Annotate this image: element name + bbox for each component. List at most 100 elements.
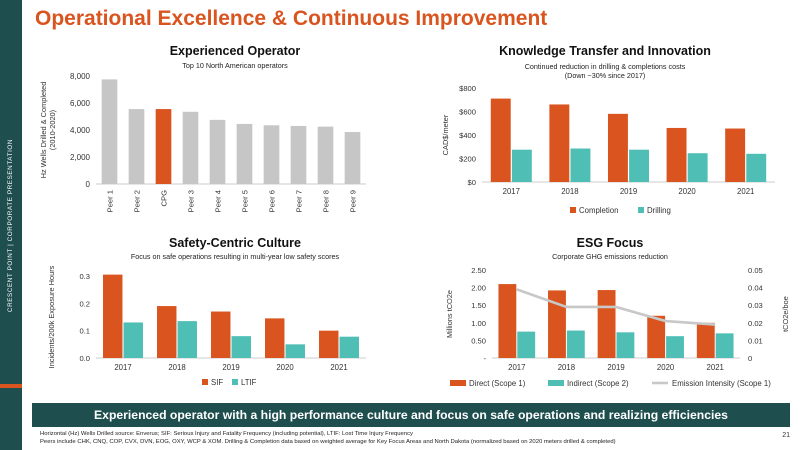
- bar-sif-2019: [211, 311, 231, 358]
- y-axis-label: Millions tCO2e: [445, 290, 454, 338]
- x-tick-label-2020: 2020: [657, 363, 675, 372]
- x-tick-label-peer-5: Peer 5: [241, 190, 250, 212]
- operator-panel-subtitle: Top 10 North American operators: [182, 61, 288, 70]
- bar-peer-6: [263, 125, 280, 184]
- y-tick-label: 2.00: [471, 284, 486, 293]
- bar-sif-2017: [103, 274, 123, 358]
- safety-panel-title: Safety-Centric Culture: [169, 236, 301, 250]
- y-tick-label: -: [483, 354, 486, 363]
- y-tick-label: 0.0: [79, 354, 90, 363]
- x-tick-label-2019: 2019: [607, 363, 624, 372]
- bar-direct-scope-1-2021: [696, 322, 715, 358]
- legend-swatch-direct-scope-1: [450, 380, 466, 386]
- legend-swatch-drilling: [638, 207, 644, 213]
- bar-drilling-2021: [746, 153, 767, 182]
- y-right-tick-label: 0: [748, 354, 752, 363]
- bar-ltif-2021: [339, 336, 359, 358]
- bar-peer-4: [209, 119, 226, 184]
- sidebar: CRESCENT POINT | CORPORATE PRESENTATION: [0, 0, 22, 450]
- bar-sif-2018: [157, 306, 177, 358]
- legend-label-ltif: LTIF: [241, 378, 257, 387]
- x-tick-label-2018: 2018: [168, 363, 185, 372]
- x-tick-label-peer-1: Peer 1: [106, 190, 115, 212]
- footnotes: Horizontal (Hz) Wells Drilled source: En…: [40, 430, 780, 446]
- bar-peer-3: [182, 111, 199, 184]
- bar-cpg: [155, 109, 172, 184]
- x-tick-label-peer-4: Peer 4: [214, 190, 223, 212]
- x-tick-label-peer-3: Peer 3: [187, 190, 196, 212]
- y-tick-label: 0.50: [471, 336, 486, 345]
- legend-label-sif: SIF: [211, 378, 223, 387]
- y-tick-label: $0: [468, 178, 476, 187]
- x-tick-label-2019: 2019: [222, 363, 239, 372]
- y-right-tick-label: 0.02: [748, 319, 763, 328]
- y-tick-label: 2,000: [70, 153, 91, 162]
- y-tick-label: $800: [459, 84, 476, 93]
- y-tick-label: 1.00: [471, 319, 486, 328]
- x-tick-label-2018: 2018: [558, 363, 575, 372]
- legend-swatch-ltif: [232, 379, 238, 385]
- y-right-axis-label: tCO2e/boe: [781, 296, 790, 332]
- knowledge-subtitle-line1: Continued reduction in drilling & comple…: [524, 62, 686, 71]
- esg-panel-title: ESG Focus: [576, 236, 644, 250]
- y-tick-label: 0.2: [79, 299, 90, 308]
- y-tick-label: 0.1: [79, 327, 90, 336]
- x-tick-label-2019: 2019: [620, 187, 637, 196]
- bar-completion-2020: [666, 127, 687, 182]
- operator-bar-chart: 0 2,000 4,000 6,000 8,000 Hz Wells Drilled & …: [39, 72, 366, 212]
- x-tick-label-2021: 2021: [737, 187, 754, 196]
- legend-label-drilling: Drilling: [647, 206, 671, 215]
- y-tick-label: $400: [459, 131, 476, 140]
- y-right-tick-label: 0.05: [748, 266, 763, 275]
- bar-peer-5: [236, 123, 253, 184]
- legend-label-completion: Completion: [579, 206, 618, 215]
- page-number: 21: [782, 432, 790, 439]
- bar-completion-2021: [725, 128, 746, 182]
- sidebar-accent-bar: [0, 384, 22, 388]
- y-tick-label: 4,000: [70, 126, 91, 135]
- x-tick-label-2021: 2021: [707, 363, 724, 372]
- bar-peer-2: [128, 109, 145, 184]
- legend-label-indirect-scope-2: Indirect (Scope 2): [567, 379, 629, 388]
- x-tick-label-2021: 2021: [330, 363, 347, 372]
- bar-drilling-2017: [511, 149, 532, 182]
- knowledge-subtitle-line2: (Down ~30% since 2017): [564, 71, 646, 80]
- operator-panel-title: Experienced Operator: [169, 44, 301, 58]
- legend-swatch-completion: [570, 207, 576, 213]
- y-tick-label: 1.50: [471, 301, 486, 310]
- y-tick-label: $200: [459, 155, 476, 164]
- bar-ltif-2020: [285, 344, 305, 358]
- knowledge-bar-chart: $0 $200 $400 $600 $800 CAD$/meter 2017 2018 2019…: [441, 84, 775, 215]
- y-tick-label: 6,000: [70, 99, 91, 108]
- x-tick-label-2017: 2017: [503, 187, 520, 196]
- bar-peer-8: [317, 126, 334, 184]
- y-right-tick-label: 0.01: [748, 336, 763, 345]
- x-tick-label-2018: 2018: [561, 187, 578, 196]
- bar-indirect-scope-2-2017: [517, 331, 536, 358]
- y-tick-label: 0.3: [79, 272, 90, 281]
- bar-direct-scope-1-2019: [597, 290, 616, 358]
- bar-sif-2021: [319, 330, 339, 358]
- bar-indirect-scope-2-2020: [666, 336, 684, 358]
- bar-ltif-2019: [231, 336, 251, 358]
- y-axis-label: Incidents/200k Exposure Hours: [47, 265, 56, 368]
- x-tick-label-peer-7: Peer 7: [295, 190, 304, 212]
- safety-panel-subtitle: Focus on safe operations resulting in mu…: [130, 252, 340, 261]
- y-tick-label: 2.50: [471, 266, 486, 275]
- summary-banner: Experienced operator with a high perform…: [32, 403, 790, 427]
- bar-sif-2020: [265, 318, 285, 358]
- y-tick-label: $600: [459, 108, 476, 117]
- bar-ltif-2018: [177, 321, 197, 358]
- x-tick-label-peer-8: Peer 8: [322, 190, 331, 212]
- bar-ltif-2017: [123, 322, 143, 358]
- knowledge-panel-subtitle: Continued reduction in drilling & comple…: [480, 62, 730, 80]
- bar-direct-scope-1-2017: [498, 284, 517, 358]
- sidebar-label-wrap: CRESCENT POINT | CORPORATE PRESENTATION: [1, 138, 21, 311]
- x-tick-label-peer-9: Peer 9: [349, 190, 358, 212]
- page-title: Operational Excellence & Continuous Impr…: [35, 7, 548, 30]
- bar-drilling-2019: [629, 149, 650, 182]
- y-right-tick-label: 0.03: [748, 301, 763, 310]
- x-tick-label-2017: 2017: [508, 363, 525, 372]
- footnote-line-1: Horizontal (Hz) Wells Drilled source: En…: [40, 431, 413, 437]
- knowledge-panel-title: Knowledge Transfer and Innovation: [499, 44, 711, 58]
